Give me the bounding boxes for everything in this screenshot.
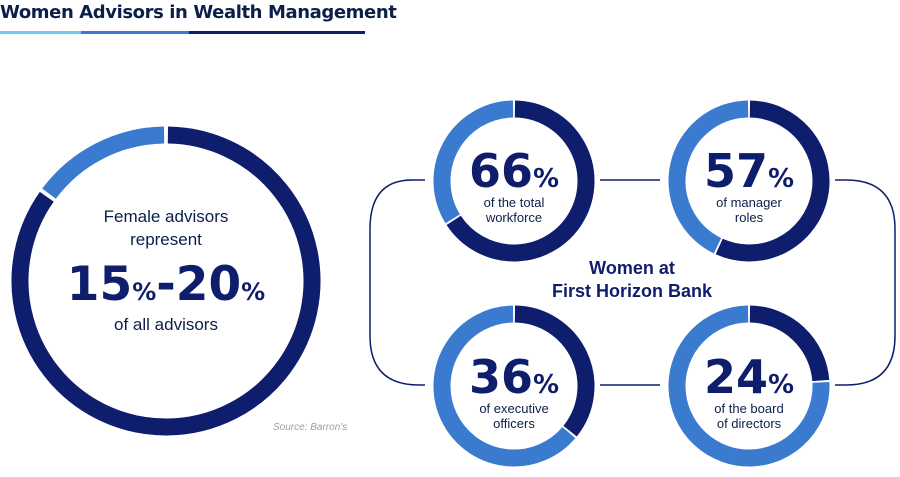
value-number: 36: [469, 350, 533, 404]
workforce-caption-line: of the total: [484, 195, 545, 210]
ring-value-segment: [514, 305, 595, 437]
manager-roles-ring: 57% of manager roles: [668, 100, 830, 262]
ring-value-segment: [715, 100, 830, 262]
center-label-line: Women at: [589, 258, 675, 278]
ring-remainder-segment: [11, 126, 321, 436]
range-high-number: -20: [156, 257, 241, 312]
title-underline-segment: [0, 31, 81, 34]
executive-officers-value: 36%: [469, 350, 559, 404]
value-unit: %: [768, 370, 794, 400]
ring-remainder-segment: [668, 305, 830, 467]
big-ring-caption: of all advisors: [114, 315, 218, 334]
range-high-unit: %: [241, 278, 265, 306]
ring-female-segment: [42, 126, 165, 199]
ring-value-segment: [749, 305, 830, 382]
value-number: 24: [704, 350, 768, 404]
manager-roles-caption-line: roles: [735, 210, 764, 225]
ring-remainder-segment: [433, 100, 514, 224]
executive-officers-ring: 36% of executive officers: [433, 305, 595, 467]
big-ring-text-line: represent: [130, 230, 202, 249]
connector-line: [369, 179, 896, 386]
ring-remainder-segment: [668, 100, 749, 254]
range-low-number: 15: [67, 257, 132, 312]
executive-officers-caption-line: of executive: [479, 401, 548, 416]
range-low-unit: %: [132, 278, 156, 306]
value-number: 57: [704, 144, 768, 198]
board-of-directors-caption-line: of the board: [714, 401, 783, 416]
center-label-line: First Horizon Bank: [552, 281, 713, 301]
title-underline-segment: [189, 31, 365, 34]
board-of-directors-value: 24%: [704, 350, 794, 404]
value-number: 66: [469, 144, 533, 198]
board-of-directors-ring: 24% of the board of directors: [668, 305, 830, 467]
value-unit: %: [533, 370, 559, 400]
workforce-caption-line: workforce: [485, 210, 542, 225]
big-ring-value: 15%-20%: [67, 257, 265, 312]
source-note: Source: Barron’s: [273, 422, 347, 433]
workforce-ring: 66% of the total workforce: [433, 100, 595, 262]
value-unit: %: [768, 164, 794, 194]
value-unit: %: [533, 164, 559, 194]
board-of-directors-caption-line: of directors: [717, 416, 782, 431]
ring-value-segment: [446, 100, 595, 262]
female-advisors-ring: [11, 126, 321, 436]
title-underline-segment: [81, 31, 189, 34]
manager-roles-value: 57%: [704, 144, 794, 198]
ring-remainder-segment: [433, 305, 576, 467]
page-title: Women Advisors in Wealth Management: [0, 2, 397, 23]
title-underline: [0, 31, 365, 34]
workforce-value: 66%: [469, 144, 559, 198]
big-ring-text-line: Female advisors: [104, 207, 229, 226]
executive-officers-caption-line: officers: [493, 416, 535, 431]
manager-roles-caption-line: of manager: [716, 195, 782, 210]
